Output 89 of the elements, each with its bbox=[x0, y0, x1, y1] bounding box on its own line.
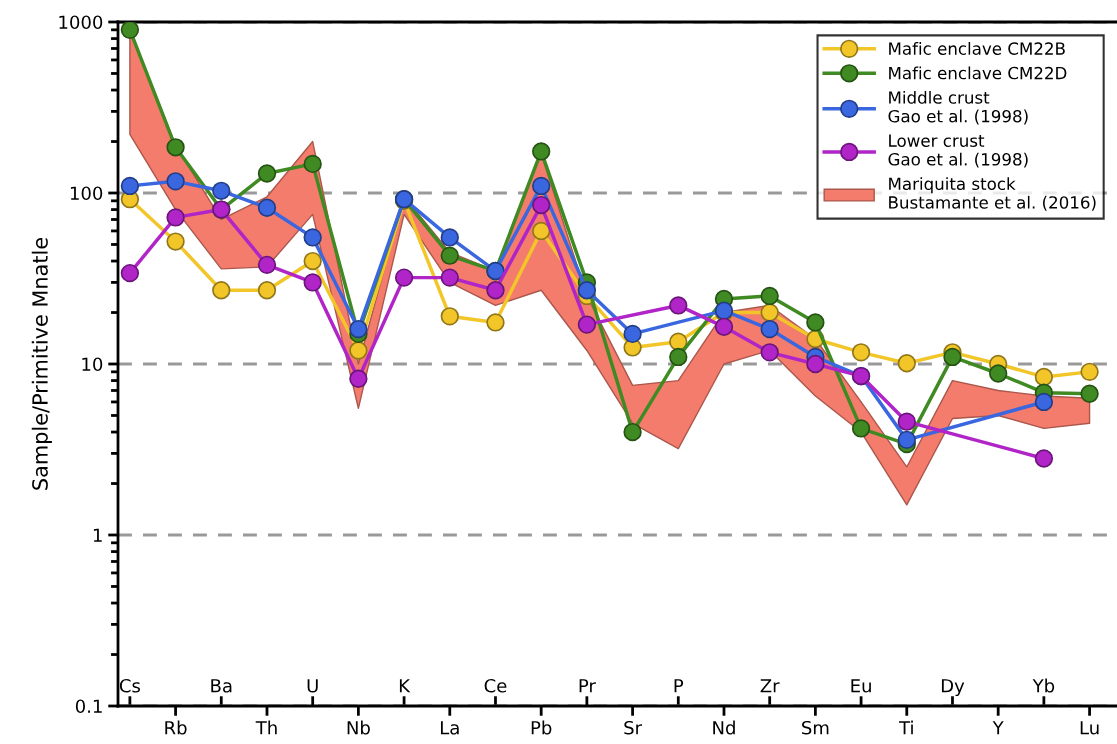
point bbox=[303, 154, 322, 174]
point bbox=[1034, 449, 1054, 468]
point bbox=[806, 313, 825, 332]
legend-label: Lower crust Gao et al. (1998) bbox=[888, 134, 1028, 168]
point bbox=[349, 369, 368, 388]
point bbox=[760, 343, 779, 362]
point bbox=[257, 281, 277, 300]
point bbox=[212, 281, 231, 300]
x-tick-label: Zr bbox=[760, 679, 780, 693]
x-tick-label: Sm bbox=[802, 720, 829, 735]
point bbox=[532, 195, 551, 215]
point bbox=[760, 319, 779, 339]
x-tick-label: Lu bbox=[1080, 721, 1099, 735]
point bbox=[303, 273, 322, 292]
y-tick-label: 1000 bbox=[59, 15, 103, 30]
legend-label: Middle crust Gao et al. (1998) bbox=[888, 90, 1028, 125]
x-tick-label: Dy bbox=[941, 679, 965, 697]
x-tick-label: U bbox=[307, 679, 318, 693]
y-tick-label: 10 bbox=[82, 357, 103, 372]
point bbox=[349, 341, 368, 360]
point bbox=[166, 138, 185, 157]
point bbox=[166, 232, 185, 251]
x-tick-label: La bbox=[440, 721, 459, 735]
x-tick-label: Y bbox=[992, 721, 1004, 735]
y-axis-title: Sample/Primitive Mnatle bbox=[31, 238, 52, 490]
point bbox=[577, 281, 597, 300]
point bbox=[440, 268, 459, 287]
point bbox=[897, 412, 916, 431]
x-tick-label: Ba bbox=[211, 679, 232, 693]
point bbox=[303, 251, 322, 271]
x-tick-label: P bbox=[674, 679, 684, 693]
point bbox=[120, 22, 140, 39]
point bbox=[532, 142, 551, 161]
x-tick-label: Ti bbox=[898, 720, 913, 735]
point bbox=[440, 307, 459, 326]
x-tick-label: Pr bbox=[579, 679, 596, 693]
point bbox=[394, 268, 414, 287]
point bbox=[440, 246, 459, 265]
x-tick-label: Ce bbox=[484, 678, 507, 693]
point bbox=[897, 430, 916, 450]
point bbox=[257, 255, 277, 275]
point bbox=[166, 208, 185, 227]
point bbox=[166, 172, 185, 191]
point bbox=[760, 286, 779, 306]
x-tick-label: K bbox=[399, 679, 411, 693]
point bbox=[623, 324, 642, 344]
x-tick-label: Yb bbox=[1032, 678, 1055, 693]
y-tick-label: 100 bbox=[70, 186, 103, 201]
point bbox=[486, 313, 505, 332]
point bbox=[669, 347, 688, 367]
legend-label: Mafic enclave CM22D bbox=[889, 66, 1067, 80]
point bbox=[760, 303, 779, 322]
point bbox=[989, 364, 1008, 383]
point bbox=[714, 317, 734, 336]
point bbox=[623, 422, 642, 442]
point bbox=[486, 281, 505, 300]
x-tick-label: Nd bbox=[713, 720, 735, 735]
point bbox=[669, 296, 688, 315]
point bbox=[120, 176, 140, 196]
point bbox=[257, 164, 277, 183]
x-tick-label: Eu bbox=[851, 679, 871, 693]
point bbox=[257, 198, 277, 217]
point bbox=[212, 181, 231, 200]
x-tick-label: Sr bbox=[624, 720, 643, 735]
x-tick-label: Nb bbox=[347, 720, 370, 735]
point bbox=[897, 354, 916, 373]
x-tick-label: Rb bbox=[165, 720, 187, 735]
legend-label: Mariquita stock Bustamante et al. (2016) bbox=[889, 177, 1096, 211]
point bbox=[1034, 367, 1054, 387]
point bbox=[943, 347, 962, 367]
point bbox=[851, 343, 871, 362]
legend-label: Mafic enclave CM22B bbox=[889, 42, 1065, 55]
point bbox=[1034, 392, 1054, 412]
point bbox=[303, 228, 322, 247]
point bbox=[1080, 362, 1099, 381]
point bbox=[806, 354, 825, 374]
x-tick-label: Cs bbox=[119, 678, 141, 693]
point bbox=[532, 221, 551, 241]
point bbox=[532, 176, 551, 196]
x-tick-label: Pb bbox=[531, 720, 552, 735]
point bbox=[577, 315, 597, 334]
point bbox=[851, 419, 871, 438]
y-tick-label: 0.1 bbox=[75, 699, 102, 714]
point bbox=[440, 228, 459, 247]
y-tick-label: 1 bbox=[93, 528, 102, 542]
point bbox=[349, 319, 368, 339]
x-tick-label: Th bbox=[255, 720, 277, 735]
point bbox=[1080, 384, 1099, 403]
point bbox=[120, 263, 140, 283]
